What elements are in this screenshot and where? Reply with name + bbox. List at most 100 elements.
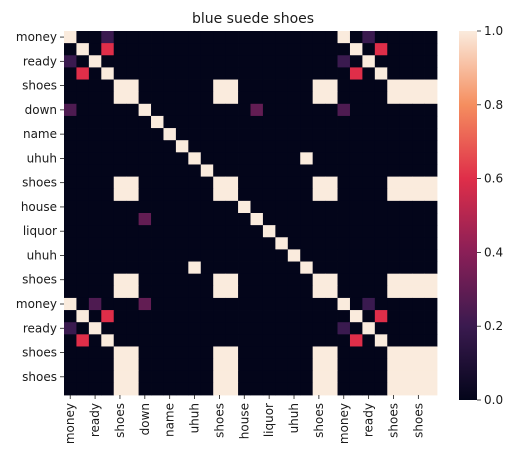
heatmap-cell: [362, 55, 375, 68]
heatmap-cell: [325, 92, 338, 105]
heatmap-cell: [151, 140, 164, 153]
heatmap-cell: [151, 164, 164, 177]
heatmap-cell: [300, 371, 313, 384]
heatmap-cell: [387, 262, 400, 275]
heatmap-cell: [288, 310, 301, 323]
heatmap-cell: [201, 371, 214, 384]
heatmap-cell: [275, 310, 288, 323]
heatmap-cell: [126, 310, 139, 323]
heatmap-cell: [64, 359, 77, 372]
heatmap-cell: [176, 189, 189, 202]
heatmap-cell: [362, 128, 375, 141]
heatmap-cell: [313, 383, 326, 396]
heatmap-cell: [350, 346, 363, 359]
heatmap-cell: [151, 359, 164, 372]
heatmap-cell: [288, 346, 301, 359]
heatmap-cell: [89, 140, 102, 153]
heatmap-cell: [139, 55, 152, 68]
y-tick-label: money: [16, 30, 57, 44]
heatmap-cell: [176, 274, 189, 287]
heatmap-cell: [387, 43, 400, 56]
heatmap-cell: [375, 249, 388, 262]
heatmap-cell: [425, 249, 438, 262]
heatmap-cell: [350, 177, 363, 190]
heatmap-cell: [263, 262, 276, 275]
heatmap-cell: [64, 128, 77, 141]
heatmap-cell: [288, 225, 301, 238]
heatmap-cell: [288, 92, 301, 105]
heatmap-cell: [139, 371, 152, 384]
heatmap-cell: [412, 213, 425, 226]
heatmap-cell: [350, 189, 363, 202]
colorbar-tick-label: 0.2: [484, 319, 503, 333]
heatmap-cell: [114, 67, 127, 80]
y-tick-label: shoes: [22, 176, 57, 190]
heatmap-cell: [350, 80, 363, 93]
heatmap-cell: [251, 92, 264, 105]
heatmap-cell: [139, 92, 152, 105]
heatmap-cell: [350, 274, 363, 287]
heatmap-cell: [101, 177, 114, 190]
heatmap-cell: [151, 55, 164, 68]
heatmap-cell: [350, 104, 363, 117]
heatmap-cell: [251, 262, 264, 275]
heatmap-cell: [425, 201, 438, 214]
heatmap-cell: [139, 189, 152, 202]
heatmap-cell: [400, 213, 413, 226]
heatmap-cell: [163, 310, 176, 323]
heatmap-cell: [412, 116, 425, 129]
heatmap-cell: [288, 298, 301, 311]
heatmap-cell: [387, 128, 400, 141]
heatmap-cell: [325, 140, 338, 153]
heatmap-cell: [288, 189, 301, 202]
heatmap-cell: [338, 298, 351, 311]
heatmap-cell: [126, 104, 139, 117]
heatmap-cell: [151, 92, 164, 105]
heatmap-cell: [163, 371, 176, 384]
heatmap-cell: [213, 80, 226, 93]
heatmap-cell: [89, 201, 102, 214]
heatmap-cell: [101, 322, 114, 335]
heatmap-cell: [64, 140, 77, 153]
heatmap-cell: [325, 298, 338, 311]
heatmap-cell: [425, 371, 438, 384]
heatmap-cell: [313, 92, 326, 105]
heatmap-cell: [213, 298, 226, 311]
heatmap-cell: [425, 128, 438, 141]
heatmap-cell: [201, 262, 214, 275]
heatmap-cell: [425, 189, 438, 202]
heatmap-cell: [151, 213, 164, 226]
heatmap-cell: [425, 334, 438, 347]
heatmap-cell: [213, 310, 226, 323]
heatmap-cell: [89, 371, 102, 384]
heatmap-cell: [89, 164, 102, 177]
heatmap-cell: [325, 310, 338, 323]
heatmap-cell: [226, 80, 239, 93]
heatmap-cell: [151, 31, 164, 44]
heatmap-cell: [400, 274, 413, 287]
heatmap-cell: [425, 286, 438, 299]
heatmap-cell: [263, 286, 276, 299]
heatmap-cell: [89, 67, 102, 80]
heatmap-cell: [338, 262, 351, 275]
heatmap-cell: [362, 213, 375, 226]
heatmap-cell: [412, 55, 425, 68]
colorbar-tick-label: 0.4: [484, 245, 503, 259]
heatmap-cell: [313, 213, 326, 226]
heatmap-cell: [226, 201, 239, 214]
heatmap-cell: [313, 298, 326, 311]
heatmap-cell: [76, 140, 89, 153]
heatmap-cell: [275, 177, 288, 190]
heatmap-cell: [313, 201, 326, 214]
heatmap-cell: [176, 116, 189, 129]
heatmap-cell: [251, 346, 264, 359]
heatmap-cell: [350, 371, 363, 384]
heatmap-cell: [425, 116, 438, 129]
heatmap-cell: [375, 80, 388, 93]
heatmap-cell: [387, 334, 400, 347]
heatmap-cell: [263, 80, 276, 93]
heatmap-cell: [163, 249, 176, 262]
heatmap-cell: [226, 67, 239, 80]
heatmap-cell: [126, 359, 139, 372]
heatmap-cell: [64, 116, 77, 129]
